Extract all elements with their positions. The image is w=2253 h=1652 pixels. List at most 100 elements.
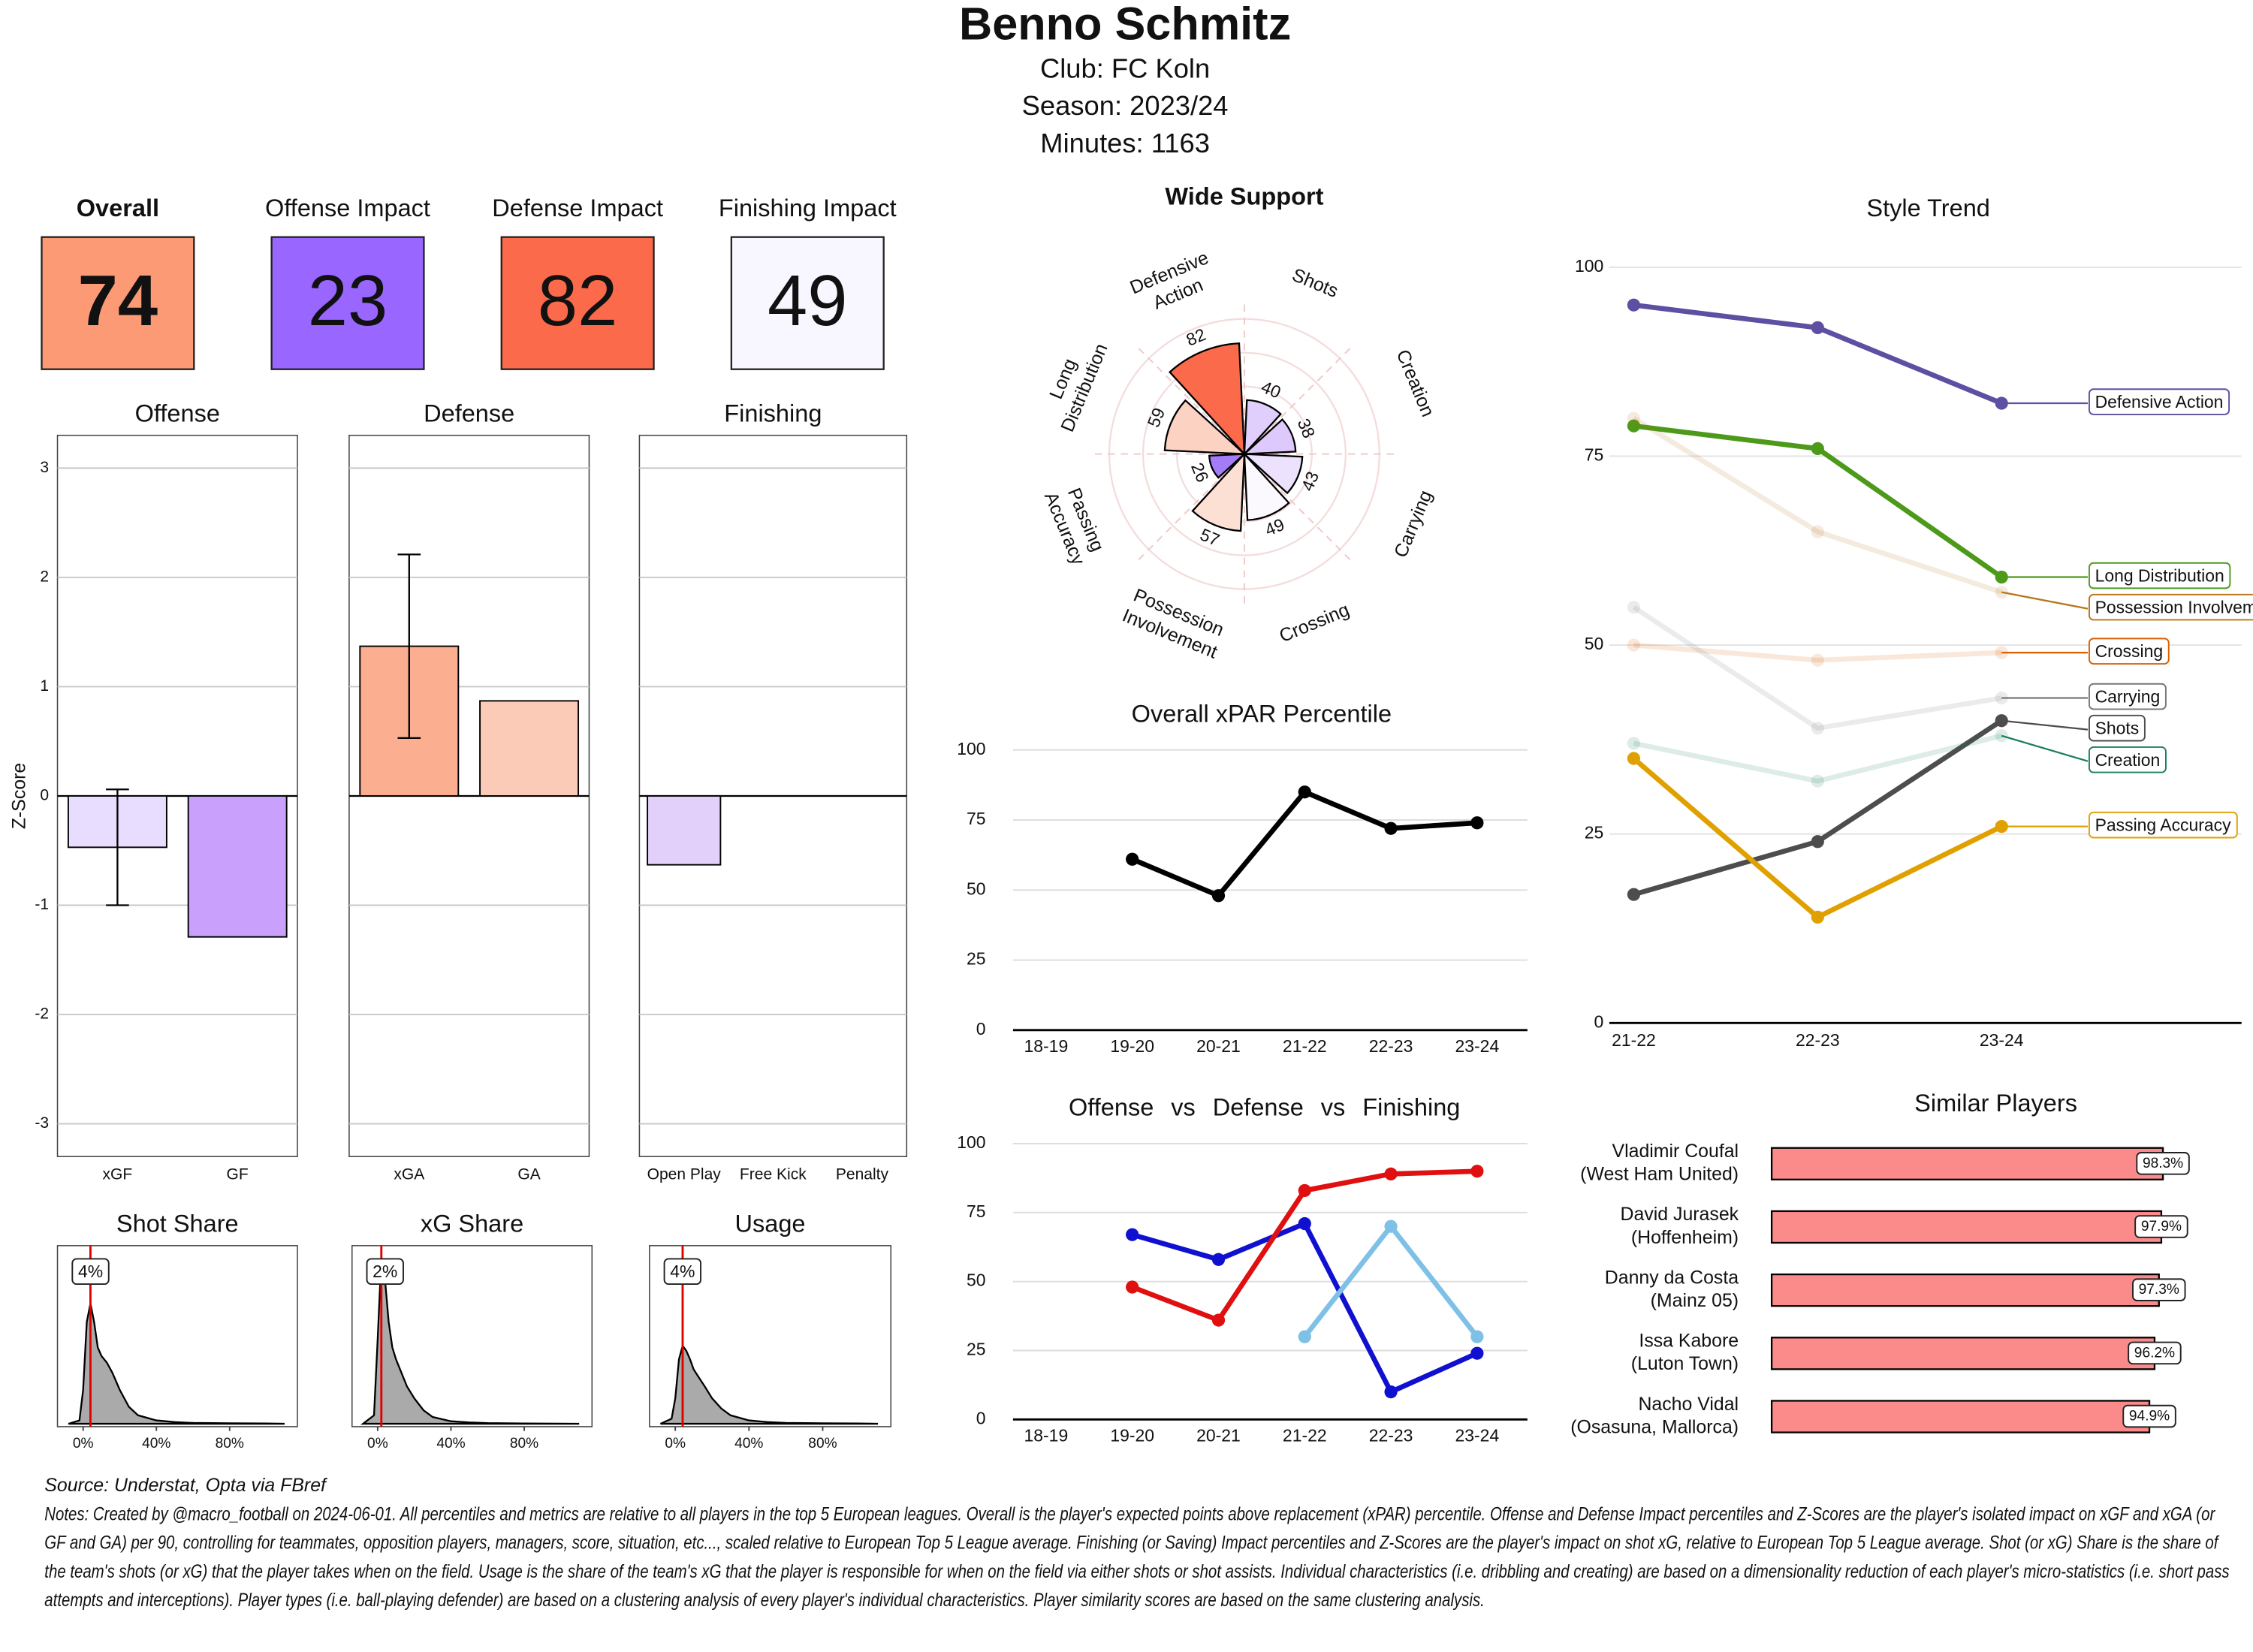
point — [1298, 785, 1311, 799]
minutes-line: Minutes: 1163 — [1040, 128, 1210, 158]
x-tick-label: 22-23 — [1369, 1036, 1413, 1056]
y-tick-label: 50 — [967, 1271, 986, 1290]
category-label: Crossing — [1276, 599, 1352, 647]
bar — [187, 795, 288, 938]
x-tick-label: 21-22 — [1612, 1030, 1656, 1050]
x-tick-label: 22-23 — [1369, 1425, 1413, 1445]
x-tick-label: 18-19 — [1024, 1425, 1069, 1445]
point — [1627, 888, 1641, 901]
y-tick-label: -3 — [35, 1114, 49, 1132]
point — [1211, 1253, 1226, 1266]
point — [1126, 852, 1139, 866]
bar — [647, 795, 722, 866]
x-tick-label: GF — [227, 1166, 249, 1183]
category-label: DefensiveAction — [1126, 247, 1220, 319]
y-tick-label: 75 — [967, 809, 986, 828]
y-tick-label: 0 — [1594, 1011, 1603, 1031]
point — [1384, 821, 1398, 835]
value-label: 97.3% — [2139, 1282, 2179, 1298]
point — [1995, 729, 2008, 743]
tile-value: 49 — [768, 261, 847, 341]
point — [1384, 1219, 1398, 1233]
player-club: (Luton Town) — [1631, 1353, 1739, 1374]
x-tick-label: 21-22 — [1283, 1425, 1327, 1445]
label-box — [2132, 1278, 2186, 1301]
point — [1627, 601, 1641, 614]
point — [1811, 835, 1824, 849]
line — [1633, 642, 2002, 663]
value-label: 98.3% — [2143, 1156, 2183, 1171]
club-line: Club: FC Koln — [1040, 53, 1210, 83]
y-tick-label: 2 — [40, 568, 49, 585]
polar-bar — [1163, 399, 1247, 455]
tile-value: 23 — [308, 261, 388, 341]
polar-bar — [1243, 451, 1290, 521]
panel-title: Offense — [135, 400, 220, 427]
point — [1811, 722, 1824, 735]
player-name: Issa Kabore — [1639, 1331, 1739, 1352]
x-tick-label: xGA — [394, 1166, 424, 1183]
x-tick-label: 0% — [665, 1436, 686, 1452]
tile-value: 82 — [538, 261, 617, 341]
line — [1633, 733, 2003, 784]
footer: Source: Understat, Opta via FBref Notes:… — [44, 1471, 2236, 1614]
label-box — [366, 1258, 404, 1286]
polar-bar — [1241, 418, 1297, 455]
panel-title: Finishing — [724, 400, 822, 427]
y-axis-title: Z-Score — [8, 763, 29, 829]
point — [1298, 1330, 1311, 1343]
y-tick-label: 25 — [967, 949, 986, 969]
x-tick-label: 19-20 — [1110, 1036, 1154, 1056]
tile — [270, 236, 425, 370]
x-tick-label: 22-23 — [1796, 1030, 1840, 1050]
y-tick-label: 50 — [967, 879, 986, 898]
x-tick-label: 18-19 — [1024, 1036, 1069, 1056]
x-tick-label: 23-24 — [1455, 1036, 1500, 1056]
tile-label: Defense Impact — [492, 194, 663, 222]
bar — [1770, 1147, 2164, 1180]
chart: Benno Schmitz Club: FC Koln Season: 2023… — [8, 0, 2253, 1452]
label-connector — [2001, 719, 2089, 731]
player-name: David Jurasek — [1621, 1204, 1739, 1225]
point — [1627, 737, 1641, 750]
polar-bar — [1169, 342, 1246, 457]
panel-title: Defense — [424, 400, 514, 427]
label-box — [2088, 746, 2167, 773]
point — [1211, 1313, 1226, 1327]
x-tick-label: 40% — [142, 1436, 170, 1452]
tile-label: Overall — [77, 194, 159, 222]
legend-entry: Offense — [1069, 1094, 1154, 1121]
x-tick-label: 23-24 — [1455, 1425, 1500, 1445]
chart-title: Similar Players — [1914, 1090, 2077, 1117]
chart-title: Overall xPAR Percentile — [1132, 700, 1392, 727]
point — [1811, 910, 1824, 924]
panel-frame — [351, 1245, 593, 1427]
value-label: 38 — [1294, 416, 1320, 442]
x-tick-label: 0% — [73, 1436, 94, 1452]
label-box — [2088, 562, 2231, 589]
point — [1384, 1167, 1398, 1181]
bar — [1770, 1337, 2156, 1370]
player-name: Nacho Vidal — [1638, 1394, 1739, 1415]
series-label: Defensive Action — [2095, 392, 2224, 411]
value-label: 96.2% — [2134, 1345, 2175, 1361]
label-box — [663, 1258, 702, 1286]
y-tick-label: 0 — [976, 1408, 986, 1427]
category-label: Creation — [1392, 347, 1439, 421]
y-tick-label: 0 — [40, 787, 49, 804]
title-separator: vs — [1171, 1094, 1196, 1121]
y-tick-label: 75 — [967, 1201, 986, 1221]
category-label: Carrying — [1390, 487, 1437, 561]
x-tick-label: 23-24 — [1980, 1030, 2024, 1050]
density-area — [68, 1303, 285, 1425]
x-tick-label: 20-21 — [1196, 1425, 1241, 1445]
point — [1384, 1385, 1398, 1399]
y-tick-label: -1 — [35, 896, 49, 913]
point — [1211, 889, 1226, 903]
tile-label: Finishing Impact — [719, 194, 897, 222]
player-name: Benno Schmitz — [959, 0, 1291, 50]
tile — [730, 236, 885, 370]
tile — [41, 236, 195, 370]
x-tick-label: 80% — [808, 1436, 837, 1452]
line — [1632, 604, 2002, 731]
